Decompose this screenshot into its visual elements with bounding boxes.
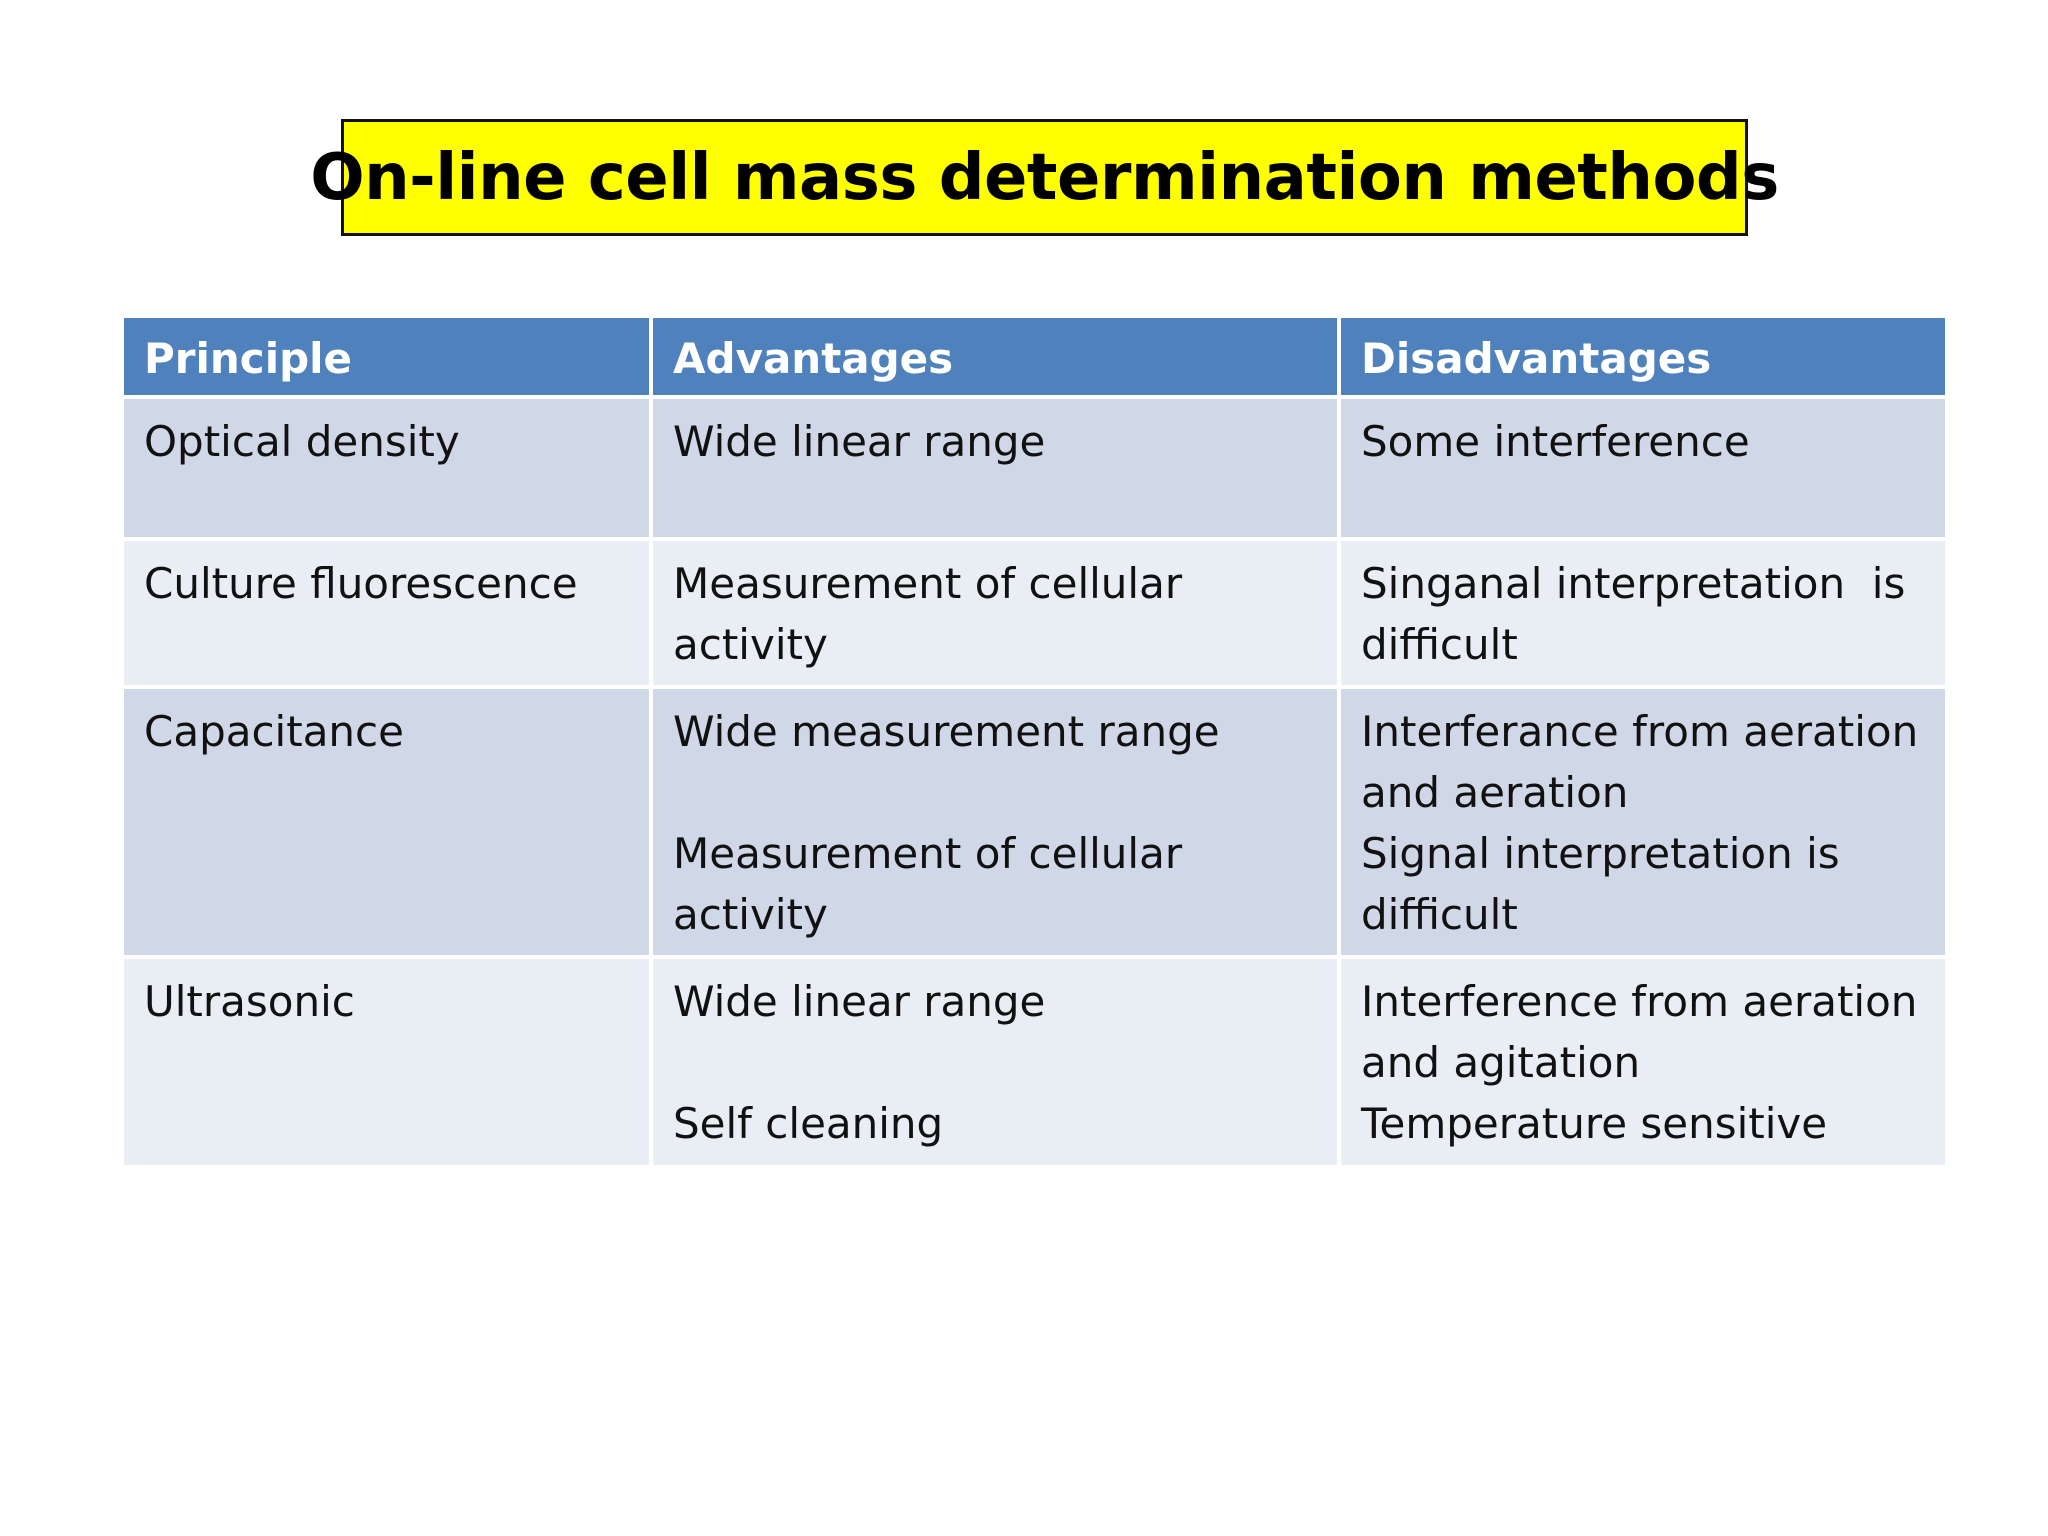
header-principle: Principle: [120, 314, 653, 399]
table-row: Ultrasonic Wide linear range Self cleani…: [120, 955, 1949, 1169]
disadvantage-item: Singanal interpretation is difficult: [1361, 559, 1919, 669]
advantage-item: Measurement of cellular activity: [673, 559, 1183, 669]
disadvantage-item: Interferance from aeration and aeration: [1361, 707, 1919, 817]
cell-principle: Ultrasonic: [120, 955, 653, 1169]
disadvantage-item: Signal interpretation is difficult: [1361, 829, 1840, 939]
spacer: [673, 1032, 1317, 1093]
slide-title: On-line cell mass determination methods: [310, 140, 1779, 215]
advantage-item: Self cleaning: [673, 1099, 944, 1148]
cell-advantages: Wide linear range: [649, 395, 1341, 541]
cell-advantages: Wide linear range Self cleaning: [649, 955, 1341, 1169]
advantage-item: Wide measurement range: [673, 707, 1220, 756]
cell-advantages: Measurement of cellular activity: [649, 537, 1341, 689]
advantage-item: Wide linear range: [673, 977, 1046, 1026]
table-row: Capacitance Wide measurement range Measu…: [120, 685, 1949, 959]
title-box: On-line cell mass determination methods: [310, 119, 1779, 236]
advantage-item: Measurement of cellular activity: [673, 829, 1183, 939]
disadvantage-item: Some interference: [1361, 417, 1750, 466]
header-disadvantages: Disadvantages: [1337, 314, 1949, 399]
methods-table: Principle Advantages Disadvantages Optic…: [120, 314, 1949, 1169]
cell-advantages: Wide measurement range Measurement of ce…: [649, 685, 1341, 959]
cell-disadvantages: Interferance from aeration and aeration …: [1337, 685, 1949, 959]
table-header-row: Principle Advantages Disadvantages: [120, 314, 1949, 399]
table-row: Culture fluorescence Measurement of cell…: [120, 537, 1949, 689]
cell-disadvantages: Interference from aeration and agitation…: [1337, 955, 1949, 1169]
disadvantage-item: Temperature sensitive: [1361, 1099, 1828, 1148]
cell-principle: Capacitance: [120, 685, 653, 959]
table-row: Optical density Wide linear range Some i…: [120, 395, 1949, 541]
disadvantage-item: Interference from aeration and agitation: [1361, 977, 1918, 1087]
spacer: [673, 762, 1317, 823]
cell-principle: Optical density: [120, 395, 653, 541]
cell-principle: Culture fluorescence: [120, 537, 653, 689]
header-advantages: Advantages: [649, 314, 1341, 399]
cell-disadvantages: Singanal interpretation is difficult: [1337, 537, 1949, 689]
advantage-item: Wide linear range: [673, 417, 1046, 466]
cell-disadvantages: Some interference: [1337, 395, 1949, 541]
